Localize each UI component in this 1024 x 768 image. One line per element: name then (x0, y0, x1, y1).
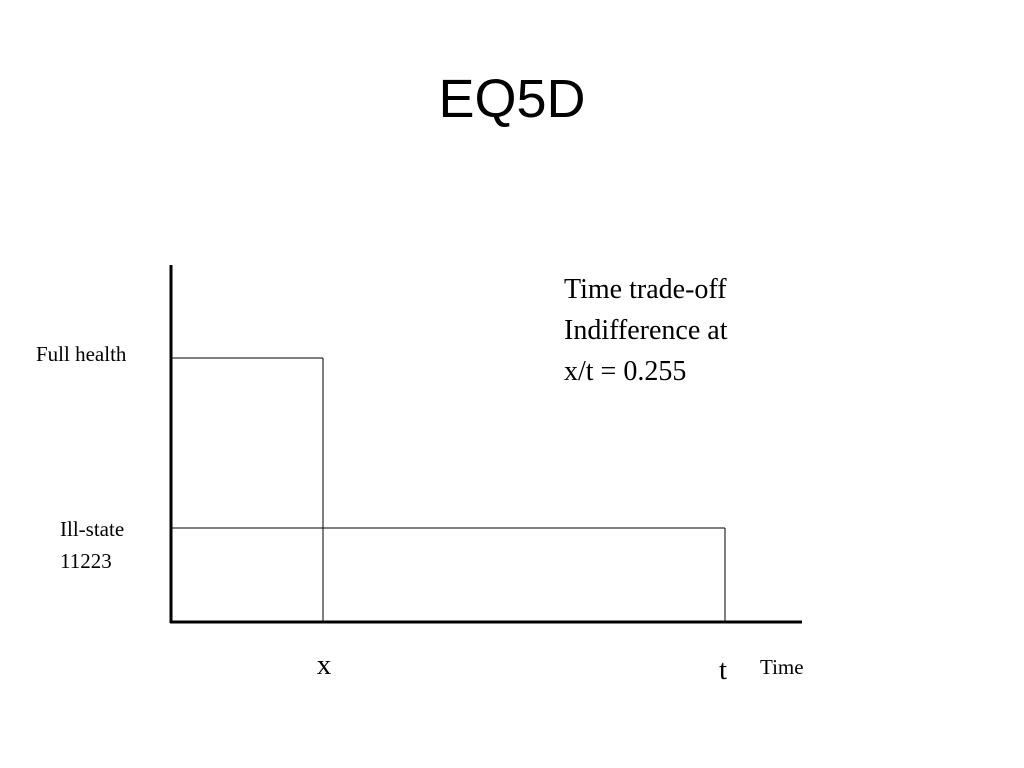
annotation-line: Indifference at (564, 315, 728, 346)
t-label: t (719, 654, 727, 686)
title: EQ5D (438, 69, 585, 129)
full-health-label: Full health (36, 342, 127, 366)
x-label: x (317, 649, 332, 681)
annotation-line: x/t = 0.255 (564, 356, 686, 387)
annotation-line: Time trade-off (564, 274, 727, 305)
ill-state-code: 11223 (60, 549, 112, 573)
ill-state-label: Ill-state (60, 517, 124, 541)
time-axis-label: Time (760, 655, 804, 679)
